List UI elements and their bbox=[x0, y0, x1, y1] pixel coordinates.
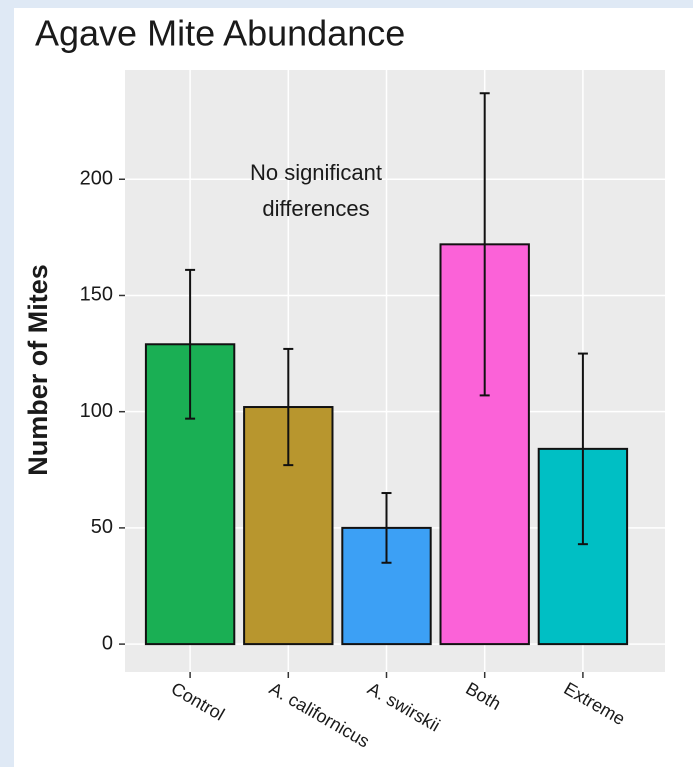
chart-title: Agave Mite Abundance bbox=[35, 13, 405, 54]
y-tick-label: 50 bbox=[91, 516, 113, 538]
y-tick-label: 100 bbox=[80, 400, 113, 422]
y-axis-label: Number of Mites bbox=[23, 264, 53, 476]
y-tick-label: 0 bbox=[102, 632, 113, 654]
y-tick-label: 200 bbox=[80, 168, 113, 190]
chart: Agave Mite Abundance Number of Mites 0 50… bbox=[0, 0, 693, 767]
annotation: No significant bbox=[250, 160, 382, 185]
annotation: differences bbox=[262, 196, 369, 221]
y-tick-label: 150 bbox=[80, 284, 113, 306]
